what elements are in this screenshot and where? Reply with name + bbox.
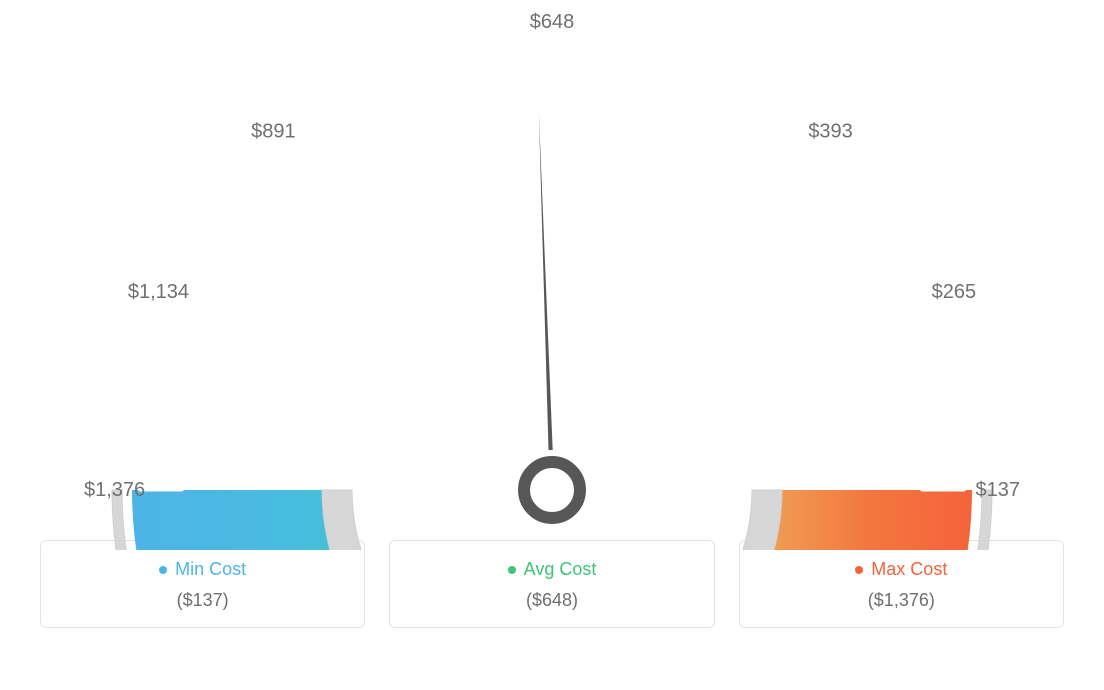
legend-value-avg: ($648) bbox=[410, 590, 693, 611]
gauge-tick-label: $648 bbox=[530, 11, 575, 33]
gauge-tick-label: $1,134 bbox=[128, 281, 189, 303]
gauge-tick bbox=[362, 125, 376, 152]
gauge-tick bbox=[287, 174, 314, 206]
legend-dot-max bbox=[855, 566, 863, 574]
cost-gauge: $137 $265 $393 $648 $891 $1,134 $1,376 bbox=[40, 10, 1064, 550]
gauge-tick-label: $891 bbox=[251, 120, 296, 142]
gauge-tick bbox=[225, 239, 249, 257]
legend-dot-avg bbox=[508, 566, 516, 574]
gauge-tick-label: $137 bbox=[976, 479, 1021, 501]
gauge-tick bbox=[445, 92, 456, 133]
gauge-svg: $137 $265 $393 $648 $891 $1,134 $1,376 bbox=[40, 10, 1064, 550]
gauge-tick bbox=[855, 239, 879, 257]
gauge-tick bbox=[602, 82, 606, 112]
legend-dot-min bbox=[159, 566, 167, 574]
gauge-tick-label: $1,376 bbox=[84, 479, 145, 501]
legend-row: Min Cost ($137) Avg Cost ($648) Max Cost… bbox=[40, 540, 1064, 628]
gauge-needle bbox=[539, 110, 553, 450]
legend-label-max: Max Cost bbox=[871, 559, 947, 580]
legend-card-avg: Avg Cost ($648) bbox=[389, 540, 714, 628]
legend-value-min: ($137) bbox=[61, 590, 344, 611]
gauge-tick bbox=[925, 401, 954, 407]
legend-label-min: Min Cost bbox=[175, 559, 246, 580]
gauge-tick bbox=[498, 82, 502, 112]
gauge-tick bbox=[648, 92, 659, 133]
legend-card-min: Min Cost ($137) bbox=[40, 540, 365, 628]
gauge-tick bbox=[179, 316, 217, 334]
gauge-tick bbox=[790, 174, 817, 206]
legend-label-avg: Avg Cost bbox=[524, 559, 597, 580]
gauge-needle-hub bbox=[524, 462, 580, 518]
legend-card-max: Max Cost ($1,376) bbox=[739, 540, 1064, 628]
gauge-tick-label: $265 bbox=[932, 281, 977, 303]
legend-value-max: ($1,376) bbox=[760, 590, 1043, 611]
gauge-tick bbox=[887, 316, 925, 334]
gauge-tick-label: $393 bbox=[808, 120, 853, 142]
gauge-tick bbox=[728, 125, 742, 152]
gauge-tick bbox=[150, 401, 179, 407]
